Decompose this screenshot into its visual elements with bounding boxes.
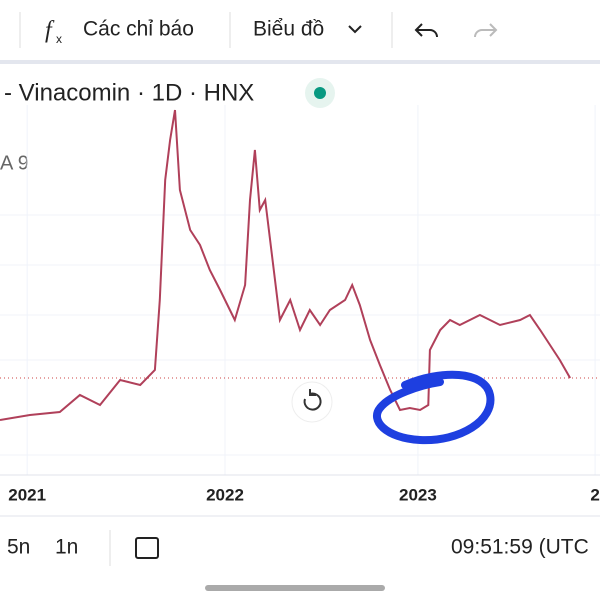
indicator-legend: A 9 (0, 152, 29, 174)
range-5y-button[interactable]: 5n (7, 536, 30, 559)
fx-icon[interactable]: f (45, 18, 55, 44)
redo-button[interactable] (474, 23, 498, 38)
indicators-button[interactable]: Các chỉ báo (83, 18, 194, 41)
reset-button[interactable] (291, 381, 333, 423)
reset-icon (303, 389, 322, 411)
chevron (348, 25, 362, 34)
range-1y-button[interactable]: 1n (55, 536, 78, 559)
goto-date-button[interactable] (135, 537, 159, 559)
undo-button[interactable] (414, 23, 438, 38)
x-tick-label: 2021 (8, 485, 46, 504)
x-tick-label: 2 (590, 485, 599, 504)
home-indicator (205, 585, 385, 591)
annotation-scribble (373, 370, 495, 445)
symbol-title: - Vinacomin · 1D · HNX (4, 79, 254, 106)
clock: 09:51:59 (UTC (451, 536, 589, 559)
x-tick-label: 2023 (399, 485, 437, 504)
price-line (0, 109, 571, 421)
toolbar-border (0, 60, 600, 64)
fx-icon-x: x (56, 32, 62, 46)
x-tick-label: 2022 (206, 485, 244, 504)
chart-menu-button[interactable]: Biểu đồ (253, 18, 324, 41)
status-dot (314, 87, 326, 99)
